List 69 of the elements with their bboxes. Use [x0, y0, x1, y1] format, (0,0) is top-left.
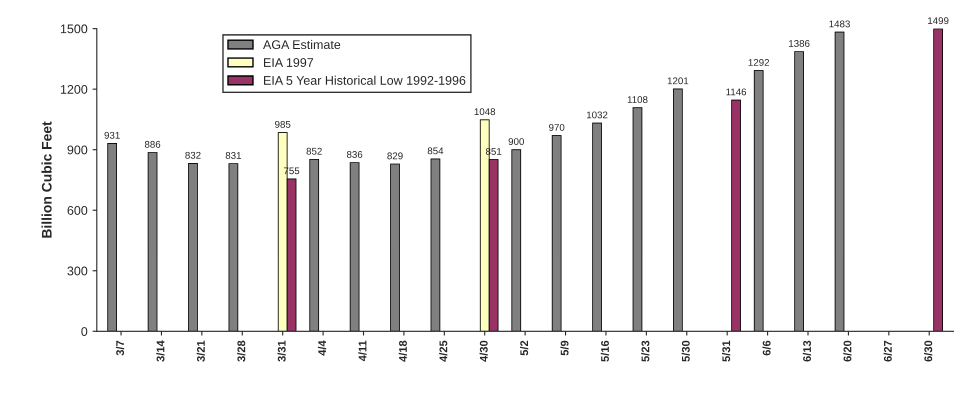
- data-label: 1108: [628, 96, 648, 104]
- x-tick-label: 5/2: [520, 340, 528, 356]
- bar: [430, 158, 440, 332]
- data-label: 836: [346, 151, 362, 158]
- bar: [390, 164, 400, 332]
- bar: [188, 162, 198, 332]
- bar: [350, 162, 360, 332]
- bar: [228, 163, 238, 332]
- bar: [673, 88, 683, 332]
- x-tick-label: 6/13: [802, 340, 812, 362]
- bar: [107, 143, 118, 332]
- x-tick-label: 3/21: [196, 340, 205, 362]
- data-label: 1386: [789, 40, 810, 47]
- x-tick-label: 4/18: [398, 340, 408, 362]
- y-tick-label: 1200: [60, 84, 88, 94]
- x-tick-label: 4/30: [480, 340, 488, 362]
- y-tick-label: 600: [68, 206, 88, 215]
- bar: [552, 135, 562, 332]
- legend-label: EIA 5 Year Historical Low 1992-1996: [264, 76, 466, 85]
- data-label: 1048: [474, 108, 496, 116]
- y-tick-label: 1500: [60, 24, 88, 34]
- data-label: 1201: [668, 77, 688, 84]
- x-tick-label: 3/7: [116, 340, 124, 356]
- data-label: 900: [508, 138, 524, 145]
- bar: [731, 100, 741, 332]
- x-tick-label: 4/25: [439, 340, 448, 362]
- data-label: 854: [428, 147, 444, 154]
- x-tick-label: 4/11: [358, 340, 367, 362]
- y-tick-label: 0: [81, 327, 88, 336]
- data-label: 1292: [748, 59, 770, 66]
- data-label: 1032: [586, 111, 608, 118]
- x-tick-label: 6/6: [762, 340, 771, 356]
- data-label: 852: [306, 148, 322, 155]
- legend-label: EIA 1997: [264, 58, 314, 67]
- x-tick-label: 3/31: [278, 340, 286, 362]
- bar: [632, 107, 642, 332]
- y-tick-label: 900: [68, 145, 88, 154]
- bar: [511, 149, 522, 332]
- x-tick-label: 3/28: [237, 340, 246, 362]
- data-label: 829: [387, 152, 403, 160]
- bar: [592, 122, 602, 332]
- data-label: 832: [185, 152, 201, 159]
- x-tick-label: 5/31: [722, 340, 730, 362]
- data-label: 831: [226, 152, 242, 159]
- x-tick-label: 6/27: [884, 340, 892, 362]
- x-tick-label: 4/4: [318, 340, 326, 356]
- y-tick-label: 300: [67, 266, 88, 276]
- x-tick-label: 6/20: [843, 340, 852, 362]
- data-label: 985: [275, 120, 290, 128]
- bar: [309, 158, 320, 332]
- x-tick-label: 3/14: [156, 340, 165, 362]
- bar: [148, 152, 158, 332]
- data-label: 931: [104, 132, 120, 139]
- data-label: 1483: [829, 20, 850, 28]
- data-label: 1146: [726, 88, 746, 96]
- legend-label: AGA Estimate: [263, 40, 340, 50]
- data-label: 970: [549, 124, 564, 131]
- x-tick-label: 5/16: [600, 340, 610, 362]
- y-axis-title: Billion Cubic Feet: [41, 121, 52, 238]
- x-tick-label: 6/30: [924, 340, 932, 362]
- bar: [933, 28, 943, 332]
- data-label: 886: [144, 140, 160, 148]
- bar: [794, 51, 804, 332]
- bar: [834, 32, 844, 332]
- x-tick-label: 5/9: [560, 340, 569, 356]
- bar: [754, 70, 764, 332]
- data-label: 1499: [928, 17, 948, 24]
- x-tick-label: 5/23: [641, 340, 650, 362]
- x-tick-label: 5/30: [682, 340, 690, 362]
